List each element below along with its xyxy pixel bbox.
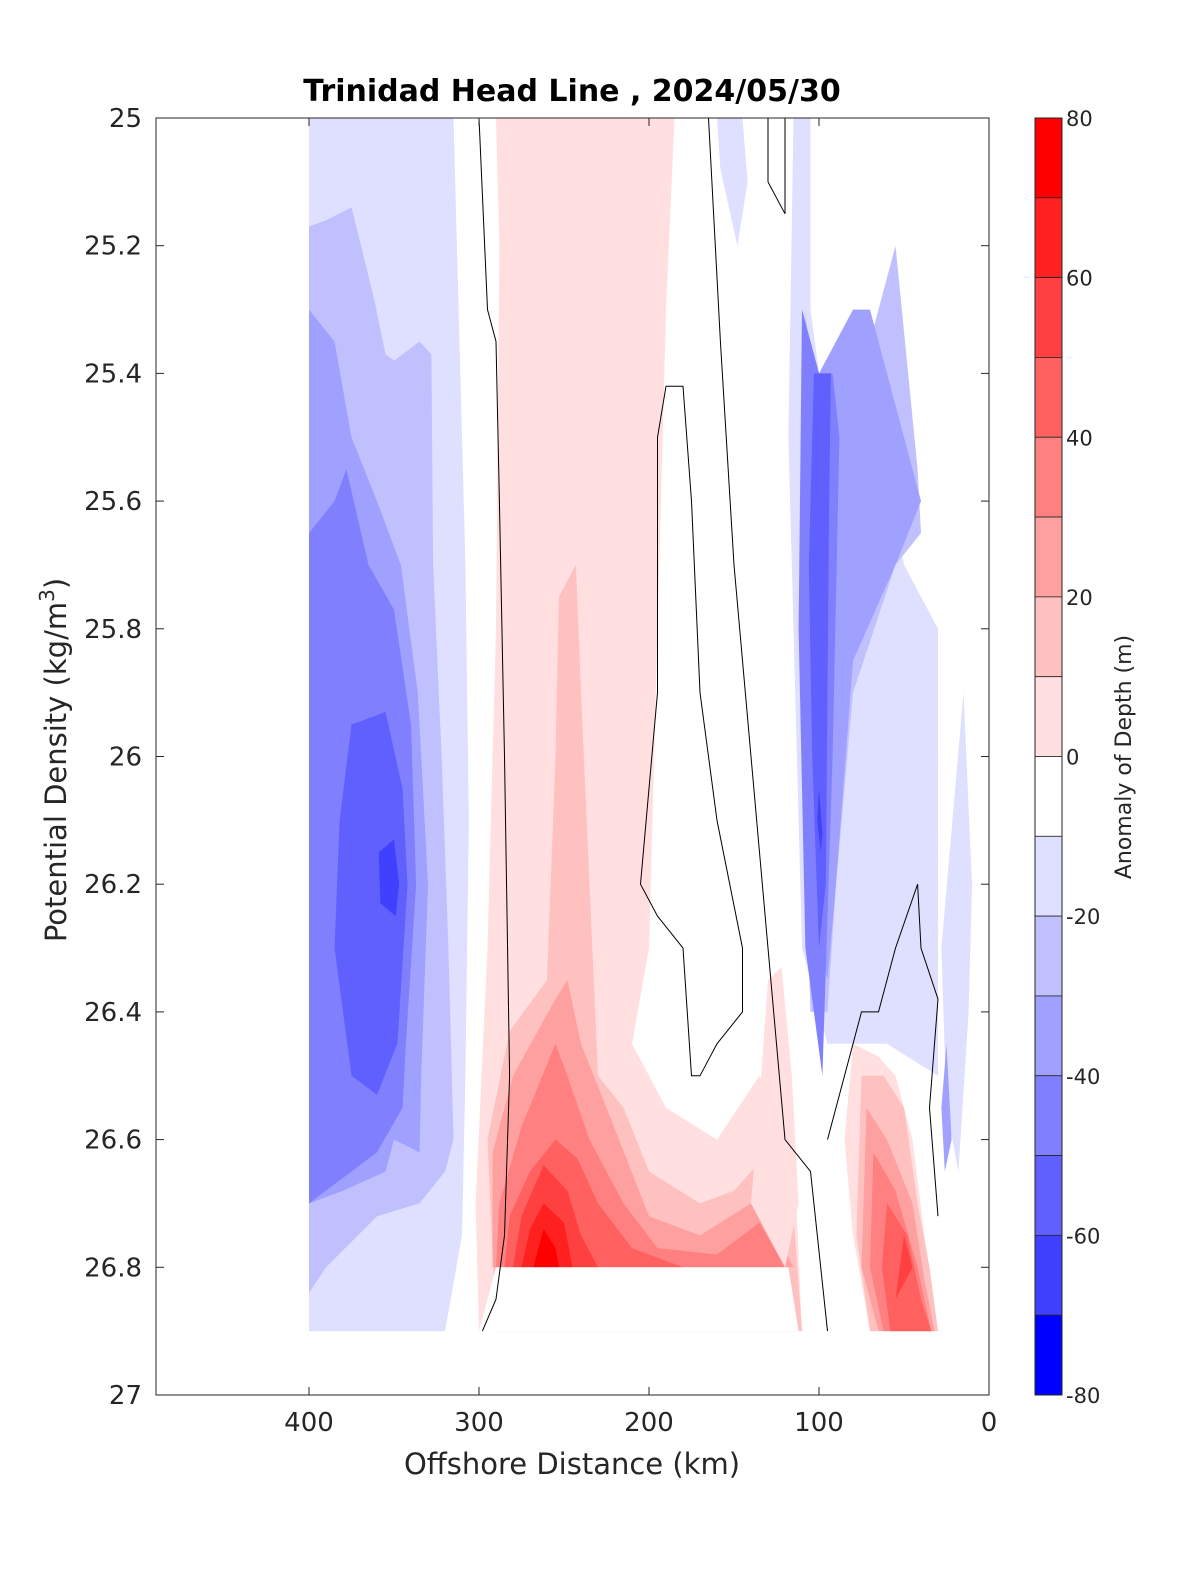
colorbar-tick-label: -60	[1066, 1224, 1100, 1248]
colorbar-level	[1034, 1234, 1063, 1316]
zero-contour-near	[827, 884, 939, 1217]
y-tick-label: 27	[109, 1381, 142, 1411]
y-tick-label: 25.4	[84, 359, 142, 389]
colorbar-tick-label: 20	[1066, 586, 1093, 610]
colorbar-level	[1034, 277, 1063, 358]
y-tick-label: 26.2	[84, 870, 142, 900]
y-tick-label: 25	[109, 104, 142, 134]
colorbar-level	[1034, 596, 1063, 678]
colorbar-tick-label: 80	[1066, 107, 1093, 131]
x-tick-label: 300	[454, 1408, 504, 1438]
contour-fill-neg-band-6	[378, 839, 400, 917]
x-axis-label: Offshore Distance (km)	[404, 1447, 740, 1481]
contour-fill-neg-edge-2	[941, 1043, 952, 1172]
x-tick-label: 0	[981, 1408, 998, 1438]
x-tick-label: 400	[284, 1408, 334, 1438]
y-axis-label-sup: 3	[35, 589, 59, 602]
colorbar-level	[1034, 1075, 1063, 1156]
colorbar-level	[1034, 756, 1063, 837]
contour-fill-pos-band-8	[533, 1229, 559, 1268]
x-tick-label: 100	[794, 1408, 844, 1438]
contour-fills	[309, 118, 972, 1332]
colorbar-tick-label: 0	[1066, 746, 1079, 770]
y-axis-label-main: Potential Density (kg/m	[39, 602, 73, 942]
y-tick-label: 26.8	[84, 1253, 142, 1283]
x-tick-label: 200	[624, 1408, 674, 1438]
contour-fill-masked-region	[479, 1267, 799, 1332]
y-tick-label: 25.8	[84, 615, 142, 645]
zero-contour-hook	[767, 118, 786, 215]
colorbar-level	[1034, 676, 1063, 757]
zero-contour-mid	[708, 117, 828, 1332]
colorbar-tick-label: -20	[1066, 905, 1100, 929]
y-tick-label: 26.6	[84, 1126, 142, 1156]
x-axis-ticks: 400 300 200 100 0	[284, 118, 997, 1438]
colorbar-label: Anomaly of Depth (m)	[1112, 635, 1137, 879]
colorbar-level	[1034, 117, 1063, 199]
y-tick-label: 25.6	[84, 487, 142, 517]
y-tick-label: 25.2	[84, 232, 142, 262]
colorbar-tick-label: -80	[1066, 1384, 1100, 1408]
colorbar-level	[1034, 835, 1063, 917]
colorbar: 80 60 40 20 0 -20 -40 -60 -80 Anomaly of Depth (…	[1034, 107, 1137, 1408]
contour-fill-neg-top-1	[717, 118, 748, 246]
colorbar-level	[1034, 915, 1063, 997]
y-axis-label: Potential Density (kg/m3)	[35, 578, 73, 942]
colorbar-tick-label: 40	[1066, 426, 1093, 450]
colorbar-level	[1034, 995, 1063, 1077]
colorbar-level	[1034, 436, 1063, 518]
y-tick-label: 26	[109, 743, 142, 773]
contour-fill-neg-core-5	[808, 373, 831, 949]
colorbar-ticks: 80 60 40 20 0 -20 -40 -60 -80	[1066, 107, 1100, 1408]
contour-fill-pos-near-6	[895, 1235, 921, 1332]
y-axis-ticks: 25 25.2 25.4 25.6 25.8 26 26.2 26.4 26.6 26.8 27	[84, 104, 989, 1411]
y-tick-label: 26.4	[84, 998, 142, 1028]
contour-fill-neg-edge-1	[941, 692, 972, 1172]
contour-fill-neg-core-6	[817, 788, 823, 853]
colorbar-level	[1034, 1314, 1063, 1396]
colorbar-tick-label: -40	[1066, 1065, 1100, 1089]
colorbar-tick-label: 60	[1066, 267, 1093, 291]
colorbar-level	[1034, 357, 1063, 438]
chart-title: Trinidad Head Line , 2024/05/30	[303, 74, 840, 109]
zero-contour-left	[478, 117, 511, 1332]
colorbar-level	[1034, 197, 1063, 279]
plot-area: 400 300 200 100 0 25 25.2 25.4 25.6 25.8 26 26.2 26…	[84, 104, 997, 1438]
zero-contour-inner	[639, 385, 743, 1077]
zero-contour-lines	[478, 117, 939, 1332]
colorbar-levels	[1034, 117, 1063, 1396]
colorbar-level	[1034, 1155, 1063, 1236]
colorbar-frame	[1034, 117, 1063, 1396]
contour-fill-pos-inner-1	[751, 967, 799, 1268]
contour-fill-neg-band-5	[334, 711, 408, 1095]
colorbar-level	[1034, 516, 1063, 598]
y-axis-label-close: )	[39, 578, 73, 589]
